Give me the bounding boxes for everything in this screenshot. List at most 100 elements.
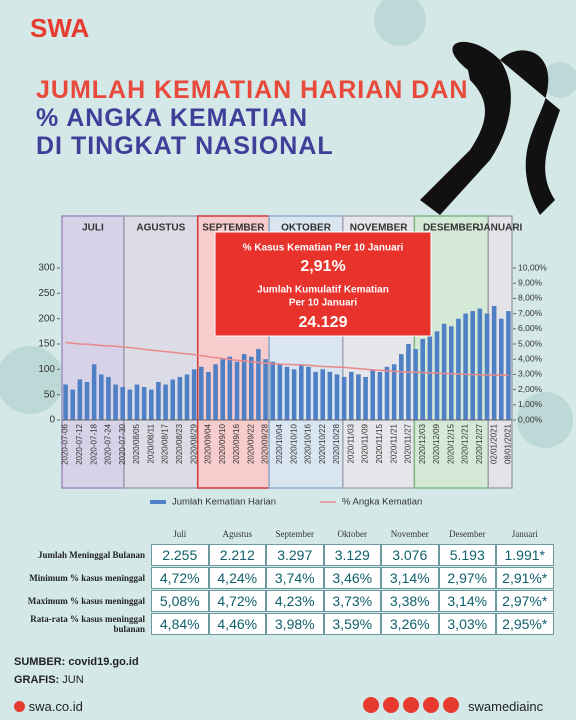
graphic-label: GRAFIS: [14, 674, 60, 686]
y-tick-label: 250 [38, 288, 55, 299]
bar [463, 313, 468, 420]
bar [213, 364, 218, 420]
title-line: DI TINGKAT NASIONAL [36, 132, 334, 160]
x-tick-label: 2020/08/17 [161, 423, 170, 464]
table-cell: 3,14% [438, 590, 496, 612]
y2-tick-label: 7,00% [518, 308, 543, 318]
table-cell: 4,72% [151, 567, 209, 589]
bar [456, 318, 461, 420]
bar [384, 366, 390, 420]
table-cell: 3.076 [381, 544, 439, 566]
y-tick-label: 300 [38, 263, 55, 274]
x-tick-label: 2020/12/09 [432, 423, 441, 464]
y-tick-label: 200 [38, 313, 55, 324]
bar [227, 356, 233, 420]
x-tick-label: 2020/12/15 [446, 423, 455, 464]
x-tick-label: 2020/08/05 [132, 423, 141, 464]
x-tick-label: 2020/11/09 [361, 423, 370, 463]
x-tick-label: 02/01/2021 [489, 423, 498, 464]
table-cell: 3,03% [438, 613, 496, 635]
bar [199, 366, 204, 420]
annotation-value: 2,91% [300, 258, 345, 275]
y2-tick-label: 0,00% [518, 414, 543, 424]
table-header: Desember [449, 529, 486, 539]
table-header: Januari [511, 529, 538, 539]
bar [299, 364, 304, 420]
annotation-box [214, 231, 432, 337]
bar [406, 344, 411, 420]
bar [127, 389, 133, 420]
table-cell: 3,59% [323, 613, 381, 635]
bar [434, 331, 440, 420]
bar [113, 384, 118, 420]
bar [163, 384, 168, 420]
x-tick-label: 2020-07-06 [61, 423, 70, 464]
bar [149, 389, 154, 420]
bar [206, 371, 211, 420]
graphic-value: JUN [62, 674, 84, 686]
x-tick-label: 2020/11/03 [346, 423, 355, 463]
bar [106, 376, 111, 420]
x-tick-label: 2020/10/28 [332, 423, 341, 464]
logo: SWA [30, 13, 89, 43]
bar [306, 366, 311, 420]
table-cell: 4,46% [208, 613, 266, 635]
row-label: Maximum % kasus meninggal [27, 596, 145, 606]
x-tick-label: 2020/09/10 [218, 423, 227, 464]
row-label: Minimum % kasus meninggal [29, 573, 145, 583]
x-tick-label: 2020/09/04 [204, 423, 213, 464]
y-tick-label: 50 [44, 389, 56, 400]
y2-tick-label: 8,00% [518, 293, 543, 303]
annotation-text: % Kasus Kematian Per 10 Januari [243, 243, 404, 254]
month-label: DESEMBER [423, 223, 480, 234]
table-header: Juli [173, 529, 187, 539]
bar [356, 374, 361, 420]
annotation-text: Per 10 Januari [289, 298, 358, 309]
title-line: JUMLAH KEMATIAN HARIAN DAN [36, 76, 469, 104]
icon[interactable] [363, 697, 379, 713]
x-tick-label: 2020/09/28 [261, 423, 270, 464]
bar [491, 306, 497, 420]
annotation-text: Jumlah Kumulatif Kematian [257, 285, 389, 296]
bar [184, 374, 190, 420]
icon[interactable] [423, 697, 439, 713]
table-cell: 3,26% [381, 613, 439, 635]
y2-tick-label: 5,00% [518, 338, 543, 348]
bar [70, 389, 75, 420]
table-cell: 4,84% [151, 613, 209, 635]
x-tick-label: 2020/10/16 [304, 423, 313, 464]
x-tick-label: 2020-07-24 [104, 423, 113, 464]
table-cell: 3,46% [323, 567, 381, 589]
x-tick-label: 2020/10/10 [289, 423, 298, 464]
bar [413, 349, 418, 420]
bar [477, 308, 483, 420]
y2-tick-label: 6,00% [518, 323, 543, 333]
bar [363, 376, 368, 420]
bar [77, 379, 83, 420]
bar [506, 311, 511, 420]
y2-tick-label: 1,00% [518, 399, 543, 409]
x-tick-label: 2020/08/11 [146, 423, 155, 463]
table-cell: 2.212 [208, 544, 266, 566]
icon[interactable] [383, 697, 399, 713]
bar [120, 387, 125, 420]
x-tick-label: 2020/09/16 [232, 423, 241, 464]
table-cell: 2,91%* [496, 567, 554, 589]
icon[interactable] [403, 697, 419, 713]
y2-tick-label: 3,00% [518, 369, 543, 379]
table-cell: 1.991* [496, 544, 554, 566]
bar [327, 371, 333, 420]
legend-label: % Angka Kematian [342, 497, 422, 508]
x-tick-label: 2020/08/29 [189, 423, 198, 464]
table-cell: 5,08% [151, 590, 209, 612]
table-cell: 2.255 [151, 544, 209, 566]
bar [156, 382, 161, 420]
icon[interactable] [443, 697, 459, 713]
bar [341, 376, 347, 420]
table-cell: 3.129 [323, 544, 381, 566]
row-label: Rata-rata % kasus meninggal bulanan [30, 614, 145, 634]
title-line: % ANGKA KEMATIAN [36, 104, 309, 132]
bar [170, 379, 175, 420]
table-cell: 3,38% [381, 590, 439, 612]
